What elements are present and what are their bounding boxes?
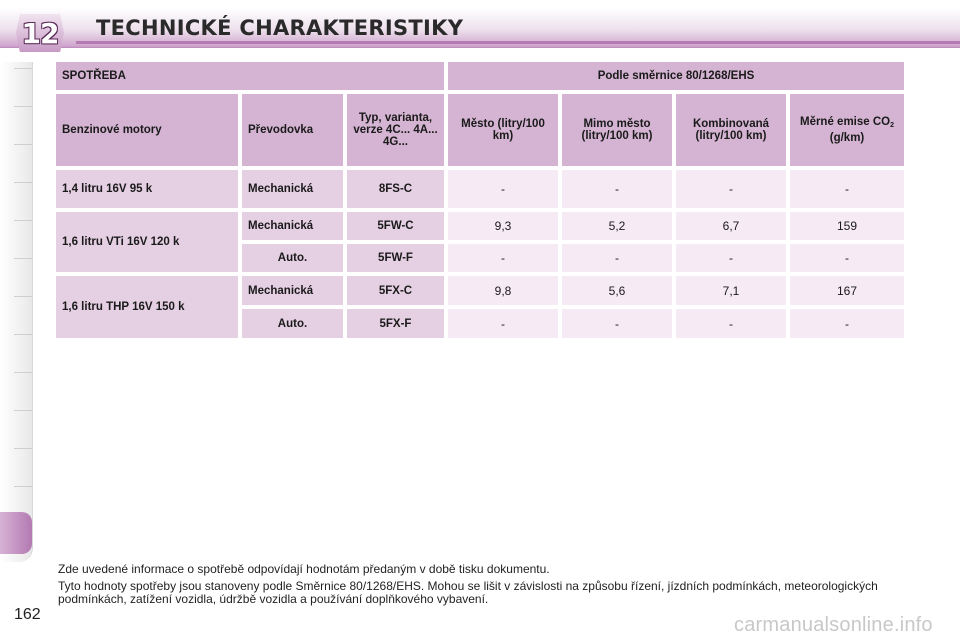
col-gearbox: Převodovka — [242, 94, 343, 166]
type-cell: 5FX-F — [347, 309, 444, 338]
engine-cell: 1,6 litru THP 16V 150 k — [56, 276, 238, 338]
extra-urban-cell: - — [562, 309, 672, 338]
city-cell: 9,3 — [448, 212, 558, 240]
col-co2: Měrné emise CO2 (g/km) — [790, 94, 904, 166]
co2-subscript: 2 — [890, 122, 895, 129]
tab-divider — [14, 258, 32, 259]
note-paragraph: Zde uvedené informace o spotřebě odpovíd… — [58, 562, 550, 576]
co2-cell: 159 — [790, 212, 904, 240]
chapter-badge: 12 — [16, 14, 64, 52]
watermark: carmanualsonline.info — [734, 614, 933, 636]
gearbox-cell: Mechanická — [242, 170, 343, 208]
tab-divider — [14, 68, 32, 69]
extra-urban-cell: - — [562, 170, 672, 208]
type-cell: 5FX-C — [347, 276, 444, 305]
combined-cell: - — [676, 170, 786, 208]
extra-urban-cell: 5,6 — [562, 276, 672, 305]
section-header: SPOTŘEBA — [56, 62, 444, 90]
type-cell: 5FW-F — [347, 244, 444, 272]
co2-cell: - — [790, 244, 904, 272]
type-cell: 8FS-C — [347, 170, 444, 208]
co2-cell: - — [790, 309, 904, 338]
chapter-number: 12 — [21, 16, 60, 50]
combined-cell: - — [676, 309, 786, 338]
col-extra-urban: Mimo město (litry/100 km) — [562, 94, 672, 166]
tab-divider — [14, 410, 32, 411]
engine-cell: 1,4 litru 16V 95 k — [56, 170, 238, 208]
col-co2-unit: (g/km) — [829, 132, 865, 144]
combined-cell: 7,1 — [676, 276, 786, 305]
gearbox-cell: Mechanická — [242, 212, 343, 240]
city-cell: - — [448, 244, 558, 272]
type-cell: 5FW-C — [347, 212, 444, 240]
header-rule — [76, 41, 960, 44]
tab-divider — [14, 182, 32, 183]
extra-urban-cell: 5,2 — [562, 212, 672, 240]
chapter-tab-strip[interactable] — [0, 62, 33, 562]
col-type: Typ, varianta, verze 4C... 4A... 4G... — [347, 94, 444, 166]
gearbox-cell: Auto. — [242, 244, 343, 272]
col-combined: Kombinovaná (litry/100 km) — [676, 94, 786, 166]
tab-divider — [14, 334, 32, 335]
gearbox-cell: Auto. — [242, 309, 343, 338]
note-paragraph: Tyto hodnoty spotřeby jsou stanoveny pod… — [58, 579, 878, 606]
tab-divider — [14, 448, 32, 449]
gearbox-cell: Mechanická — [242, 276, 343, 305]
col-engine: Benzinové motory — [56, 94, 238, 166]
combined-cell: - — [676, 244, 786, 272]
directive-header: Podle směrnice 80/1268/EHS — [448, 62, 904, 90]
extra-urban-cell: - — [562, 244, 672, 272]
tab-divider — [14, 296, 32, 297]
page-number: 162 — [14, 606, 41, 623]
co2-cell: - — [790, 170, 904, 208]
combined-cell: 6,7 — [676, 212, 786, 240]
tab-divider — [14, 372, 32, 373]
city-cell: - — [448, 309, 558, 338]
tab-divider — [14, 486, 32, 487]
engine-cell: 1,6 litru VTi 16V 120 k — [56, 212, 238, 272]
co2-cell: 167 — [790, 276, 904, 305]
active-chapter-tab[interactable] — [0, 512, 32, 554]
col-co2-label: Měrné emise CO — [799, 116, 891, 128]
city-cell: - — [448, 170, 558, 208]
col-city: Město (litry/100 km) — [448, 94, 558, 166]
header-band — [0, 0, 960, 48]
tab-divider — [14, 106, 32, 107]
tab-divider — [14, 220, 32, 221]
tab-divider — [14, 144, 32, 145]
page-title: TECHNICKÉ CHARAKTERISTIKY — [96, 16, 464, 40]
city-cell: 9,8 — [448, 276, 558, 305]
